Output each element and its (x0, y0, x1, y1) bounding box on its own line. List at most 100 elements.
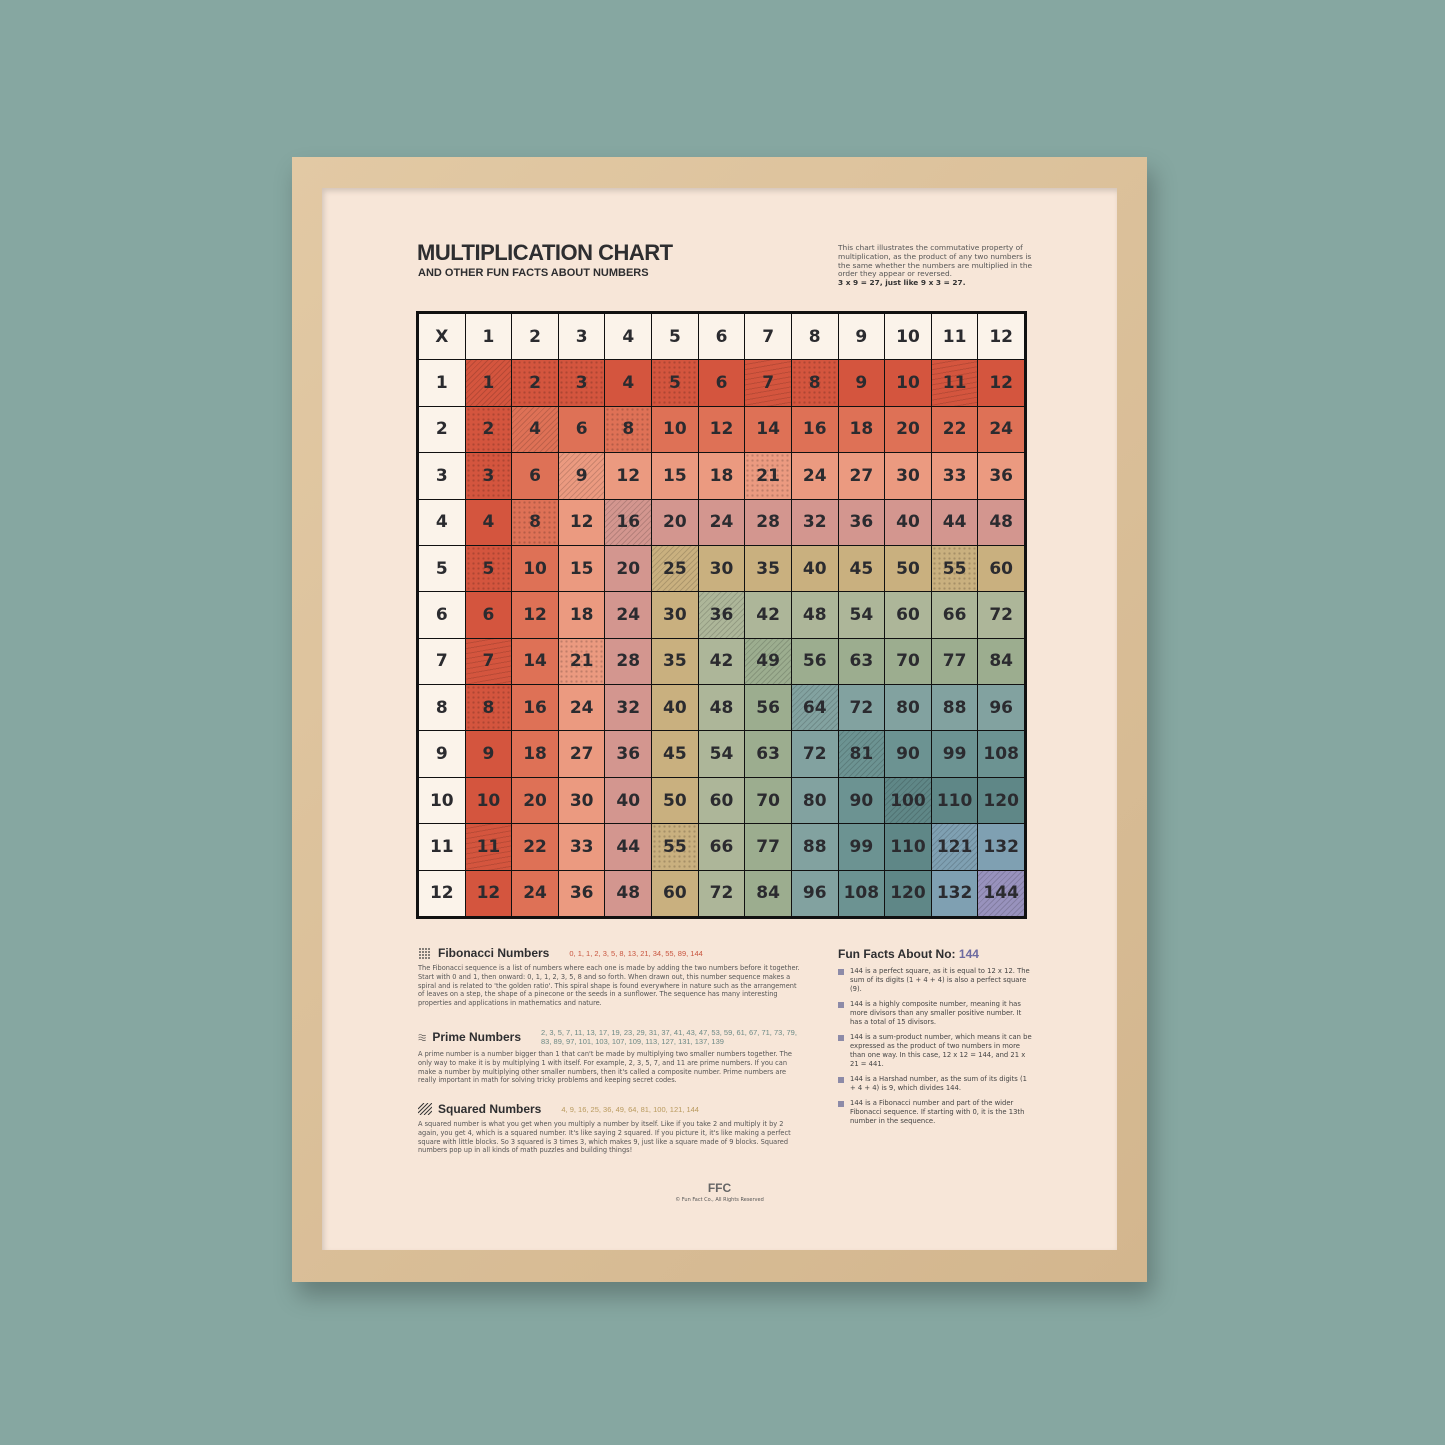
table-cell: 28 (605, 638, 652, 685)
table-cell: 88 (931, 685, 978, 731)
table-cell: 44 (605, 824, 652, 870)
column-header: 6 (698, 314, 745, 360)
table-cell: 40 (791, 545, 838, 592)
table-cell: 72 (838, 685, 885, 731)
table-cell: 110 (931, 777, 978, 824)
table-cell: 25 (652, 545, 698, 592)
table-cell: 27 (838, 453, 885, 499)
table-cell: 132 (931, 870, 978, 916)
table-cell: 49 (745, 638, 791, 685)
table-cell: 28 (745, 499, 791, 545)
table-cell: 55 (931, 545, 978, 592)
table-cell: 10 (652, 406, 698, 453)
table-cell: 9 (838, 360, 885, 406)
column-header: 5 (652, 314, 698, 360)
row-header: 8 (419, 685, 465, 731)
column-header: 9 (838, 314, 885, 360)
table-cell: 45 (838, 545, 885, 592)
table-cell: 42 (745, 592, 791, 638)
table-cell: 96 (791, 870, 838, 916)
table-cell: 4 (512, 406, 558, 453)
table-cell: 6 (698, 360, 745, 406)
table-cell: 121 (931, 824, 978, 870)
table-cell: 2 (512, 360, 558, 406)
table-cell: 1 (465, 360, 512, 406)
fibonacci-sequence: 0, 1, 1, 2, 3, 5, 8, 13, 21, 34, 55, 89,… (569, 948, 703, 958)
intro-example: 3 x 9 = 27, just like 9 x 3 = 27. (838, 278, 966, 288)
column-header: 4 (605, 314, 652, 360)
dots-icon (419, 948, 430, 959)
row-header: 10 (419, 777, 465, 824)
fibonacci-title: Fibonacci Numbers (438, 946, 550, 960)
column-header: 1 (465, 314, 512, 360)
table-cell: 77 (931, 638, 978, 685)
table-cell: 5 (652, 360, 698, 406)
table-cell: 5 (465, 545, 512, 592)
table-cell: 80 (791, 777, 838, 824)
column-header: 8 (791, 314, 838, 360)
row-header: 7 (419, 638, 465, 685)
poster: MULTIPLICATION CHART AND OTHER FUN FACTS… (322, 188, 1117, 1250)
table-cell: 6 (558, 406, 605, 453)
table-cell: 18 (558, 592, 605, 638)
intro-text: This chart illustrates the commutative p… (838, 243, 1033, 288)
table-cell: 55 (652, 824, 698, 870)
fact-text: 144 is a sum-product number, which means… (850, 1033, 1032, 1068)
table-cell: 33 (558, 824, 605, 870)
table-cell: 8 (791, 360, 838, 406)
table-cell: 30 (558, 777, 605, 824)
table-cell: 8 (512, 499, 558, 545)
table-cell: 4 (605, 360, 652, 406)
column-header: 12 (978, 314, 1024, 360)
table-cell: 84 (978, 638, 1024, 685)
bullet-icon (838, 1077, 844, 1083)
fact-item: 144 is a perfect square, as it is equal … (838, 967, 1033, 994)
squares-text: A squared number is what you get when yo… (418, 1120, 791, 1155)
table-cell: 35 (652, 638, 698, 685)
table-cell: 21 (745, 453, 791, 499)
table-cell: 36 (605, 731, 652, 777)
poster-subtitle: AND OTHER FUN FACTS ABOUT NUMBERS (418, 267, 649, 279)
table-cell: 66 (698, 824, 745, 870)
table-cell: 66 (931, 592, 978, 638)
squares-title: Squared Numbers (438, 1102, 542, 1116)
table-cell: 80 (885, 685, 931, 731)
table-cell: 108 (838, 870, 885, 916)
table-cell: 3 (465, 453, 512, 499)
table-cell: 40 (652, 685, 698, 731)
table-cell: 12 (978, 360, 1024, 406)
row-header: 12 (419, 870, 465, 916)
table-cell: 32 (791, 499, 838, 545)
waves-icon (418, 1034, 426, 1041)
bullet-icon (838, 969, 844, 975)
table-cell: 120 (885, 870, 931, 916)
table-cell: 108 (978, 731, 1024, 777)
table-cell: 50 (652, 777, 698, 824)
table-cell: 54 (838, 592, 885, 638)
row-header: 1 (419, 360, 465, 406)
table-cell: 60 (885, 592, 931, 638)
table-cell: 36 (838, 499, 885, 545)
table-cell: 16 (605, 499, 652, 545)
table-cell: 77 (745, 824, 791, 870)
table-cell: 9 (465, 731, 512, 777)
table-cell: 60 (698, 777, 745, 824)
squares-sequence: 4, 9, 16, 25, 36, 49, 64, 81, 100, 121, … (561, 1104, 699, 1114)
row-header: 9 (419, 731, 465, 777)
fact-item: 144 is a sum-product number, which means… (838, 1033, 1033, 1069)
column-header: 10 (885, 314, 931, 360)
table-cell: 2 (465, 406, 512, 453)
table-cell: 70 (885, 638, 931, 685)
table-cell: 16 (512, 685, 558, 731)
table-cell: 64 (791, 685, 838, 731)
table-cell: 24 (978, 406, 1024, 453)
table-cell: 20 (605, 545, 652, 592)
fact-text: 144 is a highly composite number, meanin… (850, 1000, 1022, 1026)
table-cell: 22 (512, 824, 558, 870)
table-cell: 60 (978, 545, 1024, 592)
table-cell: 14 (745, 406, 791, 453)
table-cell: 40 (605, 777, 652, 824)
row-header: 4 (419, 499, 465, 545)
table-cell: 81 (838, 731, 885, 777)
table-cell: 36 (978, 453, 1024, 499)
